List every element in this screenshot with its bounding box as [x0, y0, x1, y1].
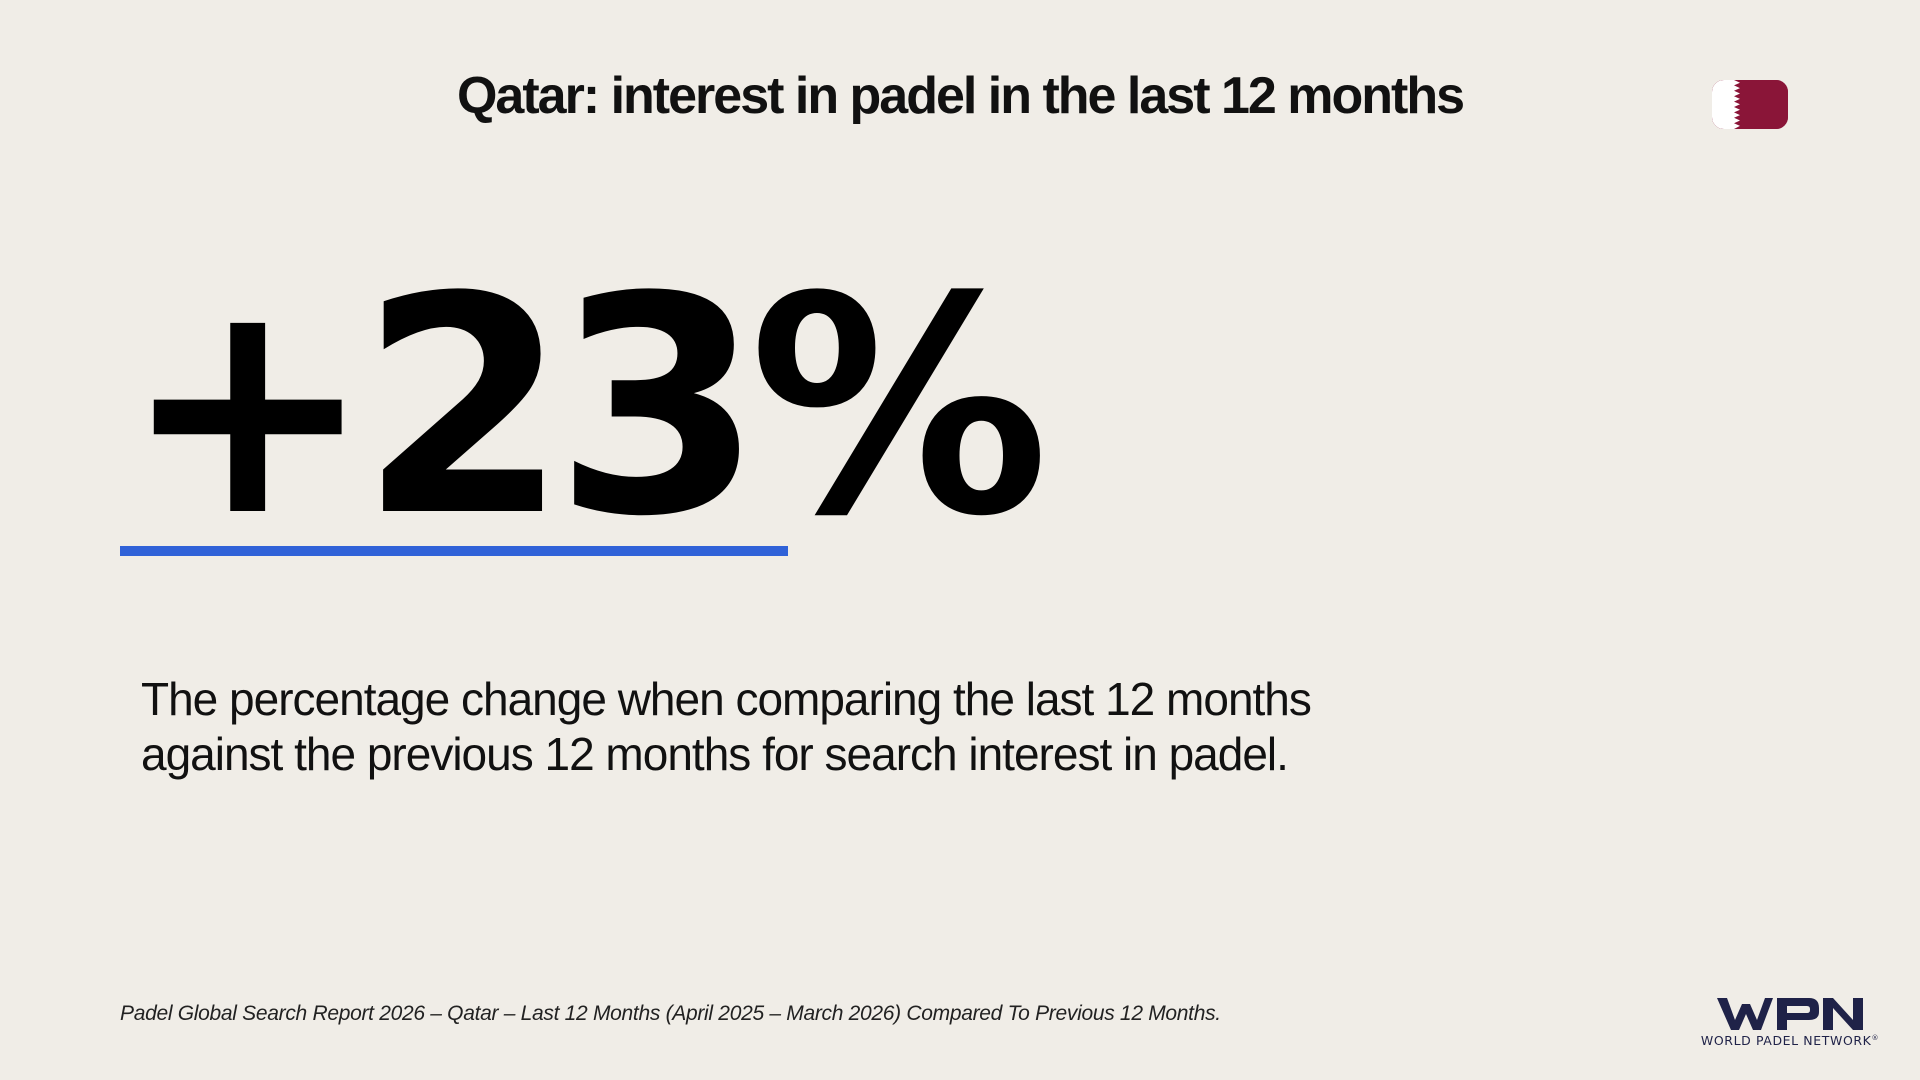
wpn-logo-subtitle: WORLD PADEL NETWORK®: [1688, 1033, 1892, 1048]
percentage-change-value: +23%: [122, 233, 1049, 582]
stat-description: The percentage change when comparing the…: [141, 672, 1541, 782]
description-line-1: The percentage change when comparing the…: [141, 673, 1312, 725]
wpn-logo-mark-icon: [1717, 998, 1863, 1030]
description-line-2: against the previous 12 months for searc…: [141, 728, 1289, 780]
qatar-flag-icon: [1712, 80, 1788, 129]
logo-subtitle-text: WORLD PADEL NETWORK: [1700, 1033, 1872, 1048]
accent-underline: [120, 546, 788, 556]
wpn-logo: WORLD PADEL NETWORK®: [1688, 996, 1892, 1052]
source-footnote: Padel Global Search Report 2026 – Qatar …: [120, 1002, 1221, 1025]
page-title: Qatar: interest in padel in the last 12 …: [456, 67, 1465, 125]
trademark-symbol: ®: [1871, 1033, 1880, 1042]
